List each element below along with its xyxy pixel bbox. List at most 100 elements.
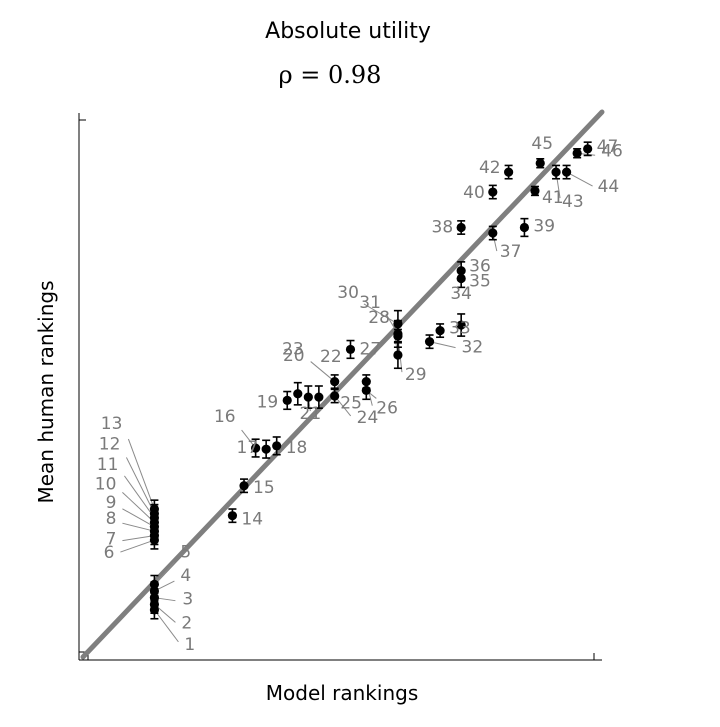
label-leader-44 — [566, 171, 593, 187]
point-label-37: 37 — [500, 242, 522, 262]
chart-subtitle: ρ = 0.98 — [279, 61, 382, 89]
point-label-11: 11 — [97, 455, 119, 475]
data-point-26 — [361, 376, 371, 387]
data-point-21 — [303, 392, 313, 402]
data-point-16 — [251, 443, 261, 453]
point-label-18: 18 — [286, 438, 308, 458]
data-point-43 — [551, 167, 561, 177]
data-point-47 — [583, 144, 593, 154]
data-point-45 — [535, 158, 545, 168]
data-point-18 — [272, 441, 282, 451]
point-label-23: 23 — [282, 340, 304, 360]
data-point-14 — [227, 511, 238, 521]
point-label-32: 32 — [462, 338, 484, 358]
label-leader-12 — [125, 457, 155, 514]
point-label-40: 40 — [463, 183, 485, 203]
label-leader-23 — [310, 361, 335, 382]
point-label-3: 3 — [182, 590, 193, 610]
point-label-38: 38 — [432, 218, 454, 238]
label-leader-9 — [122, 508, 155, 528]
point-label-10: 10 — [95, 474, 117, 494]
point-label-14: 14 — [241, 510, 263, 530]
data-point-33 — [435, 325, 445, 336]
chart-title: Absolute utility — [265, 19, 431, 44]
point-label-15: 15 — [253, 478, 275, 498]
data-point-5 — [149, 579, 160, 589]
point-label-31: 31 — [359, 293, 381, 313]
point-label-26: 26 — [376, 399, 398, 419]
label-leader-10 — [122, 491, 155, 523]
label-leader-6 — [120, 539, 155, 553]
point-label-24: 24 — [357, 408, 379, 428]
point-label-46: 46 — [601, 141, 623, 161]
point-label-39: 39 — [533, 217, 555, 237]
point-label-43: 43 — [562, 192, 584, 212]
data-point-31 — [393, 329, 403, 339]
y-axis-label: Mean human rankings — [34, 280, 58, 503]
data-point-13 — [149, 504, 160, 514]
point-label-9: 9 — [106, 493, 117, 513]
point-label-41: 41 — [542, 188, 564, 208]
data-point-15 — [239, 481, 249, 491]
point-label-8: 8 — [106, 509, 117, 529]
point-label-21: 21 — [300, 404, 322, 424]
point-label-1: 1 — [184, 635, 195, 655]
data-point-40 — [488, 187, 498, 197]
data-points — [149, 141, 593, 620]
data-point-34 — [456, 320, 466, 330]
data-point-38 — [456, 222, 466, 233]
point-label-33: 33 — [449, 319, 471, 339]
point-label-34: 34 — [450, 284, 472, 304]
point-label-4: 4 — [180, 566, 191, 586]
point-label-5: 5 — [180, 542, 191, 562]
point-label-6: 6 — [104, 543, 115, 563]
data-point-42 — [504, 167, 514, 177]
data-point-19 — [282, 395, 292, 406]
point-label-27: 27 — [359, 339, 381, 359]
data-point-41 — [530, 186, 540, 196]
label-leader-13 — [127, 438, 155, 510]
point-label-30: 30 — [337, 283, 359, 303]
point-label-12: 12 — [99, 434, 121, 454]
point-label-42: 42 — [479, 158, 501, 178]
data-point-39 — [519, 222, 530, 233]
point-label-19: 19 — [257, 392, 279, 412]
point-label-13: 13 — [101, 414, 123, 434]
data-point-36 — [456, 266, 466, 276]
data-point-22 — [314, 392, 324, 402]
point-label-47: 47 — [597, 137, 619, 157]
data-point-37 — [488, 228, 498, 238]
point-label-44: 44 — [598, 177, 620, 197]
label-leader-1 — [154, 609, 179, 643]
data-point-32 — [424, 337, 435, 347]
data-point-17 — [261, 444, 271, 454]
label-leader-5 — [154, 562, 175, 585]
data-point-23 — [330, 376, 340, 387]
label-leader-11 — [124, 475, 155, 519]
label-leader-8 — [122, 522, 155, 532]
label-leader-7 — [122, 535, 155, 542]
data-point-27 — [345, 344, 356, 355]
data-point-28 — [393, 350, 403, 360]
point-label-28: 28 — [368, 308, 390, 328]
point-label-16: 16 — [214, 407, 236, 427]
data-point-46 — [572, 148, 582, 158]
x-axis-label: Model rankings — [266, 681, 419, 705]
point-label-7: 7 — [106, 530, 117, 550]
label-leader-30 — [363, 303, 399, 325]
point-label-17: 17 — [237, 438, 259, 458]
point-label-45: 45 — [531, 134, 553, 154]
data-point-20 — [293, 389, 303, 399]
point-label-36: 36 — [469, 257, 491, 277]
point-label-20: 20 — [283, 346, 305, 366]
point-label-29: 29 — [405, 365, 427, 385]
data-point-44 — [561, 167, 572, 177]
point-label-35: 35 — [469, 271, 491, 291]
point-label-2: 2 — [181, 613, 192, 633]
identity-line — [80, 109, 605, 660]
data-point-24 — [330, 391, 340, 401]
point-label-25: 25 — [340, 393, 362, 413]
point-label-22: 22 — [320, 347, 342, 367]
